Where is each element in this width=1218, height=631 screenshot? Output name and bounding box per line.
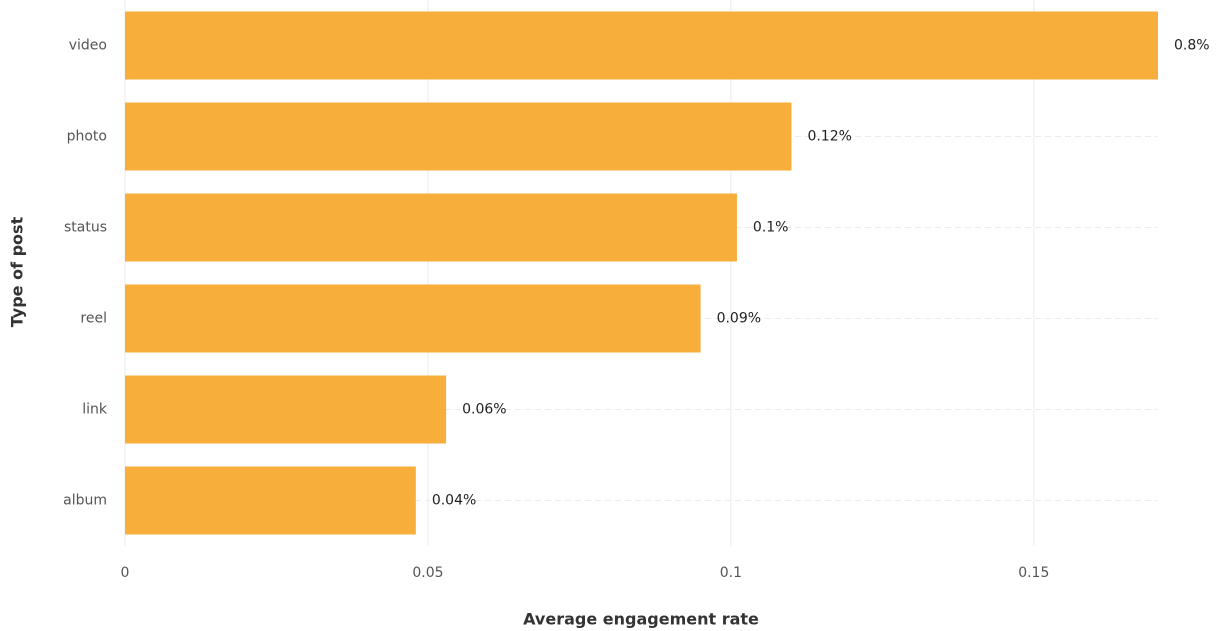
bar bbox=[125, 284, 701, 353]
value-label: 0.09% bbox=[717, 311, 761, 327]
y-tick-label: reel bbox=[80, 311, 107, 327]
bar bbox=[125, 102, 792, 171]
value-label: 0.1% bbox=[753, 220, 789, 236]
value-label: 0.8% bbox=[1174, 38, 1210, 54]
x-tick-label: 0 bbox=[121, 565, 130, 581]
y-tick-label: link bbox=[82, 402, 108, 418]
y-tick-label: photo bbox=[67, 129, 107, 145]
x-axis-title: Average engagement rate bbox=[523, 610, 759, 629]
x-tick-label: 0.05 bbox=[412, 565, 443, 581]
bar bbox=[125, 466, 416, 535]
value-label: 0.06% bbox=[462, 402, 506, 418]
y-axis-title: Type of post bbox=[8, 216, 27, 327]
x-tick-label: 0.1 bbox=[720, 565, 742, 581]
x-tick-label: 0.15 bbox=[1018, 565, 1049, 581]
y-tick-label: album bbox=[63, 493, 107, 509]
value-label: 0.04% bbox=[432, 493, 476, 509]
y-tick-label: video bbox=[69, 38, 107, 54]
bar bbox=[125, 193, 737, 262]
bar bbox=[125, 11, 1158, 80]
y-tick-label: status bbox=[64, 220, 107, 236]
value-label: 0.12% bbox=[807, 129, 851, 145]
bar bbox=[125, 375, 447, 444]
